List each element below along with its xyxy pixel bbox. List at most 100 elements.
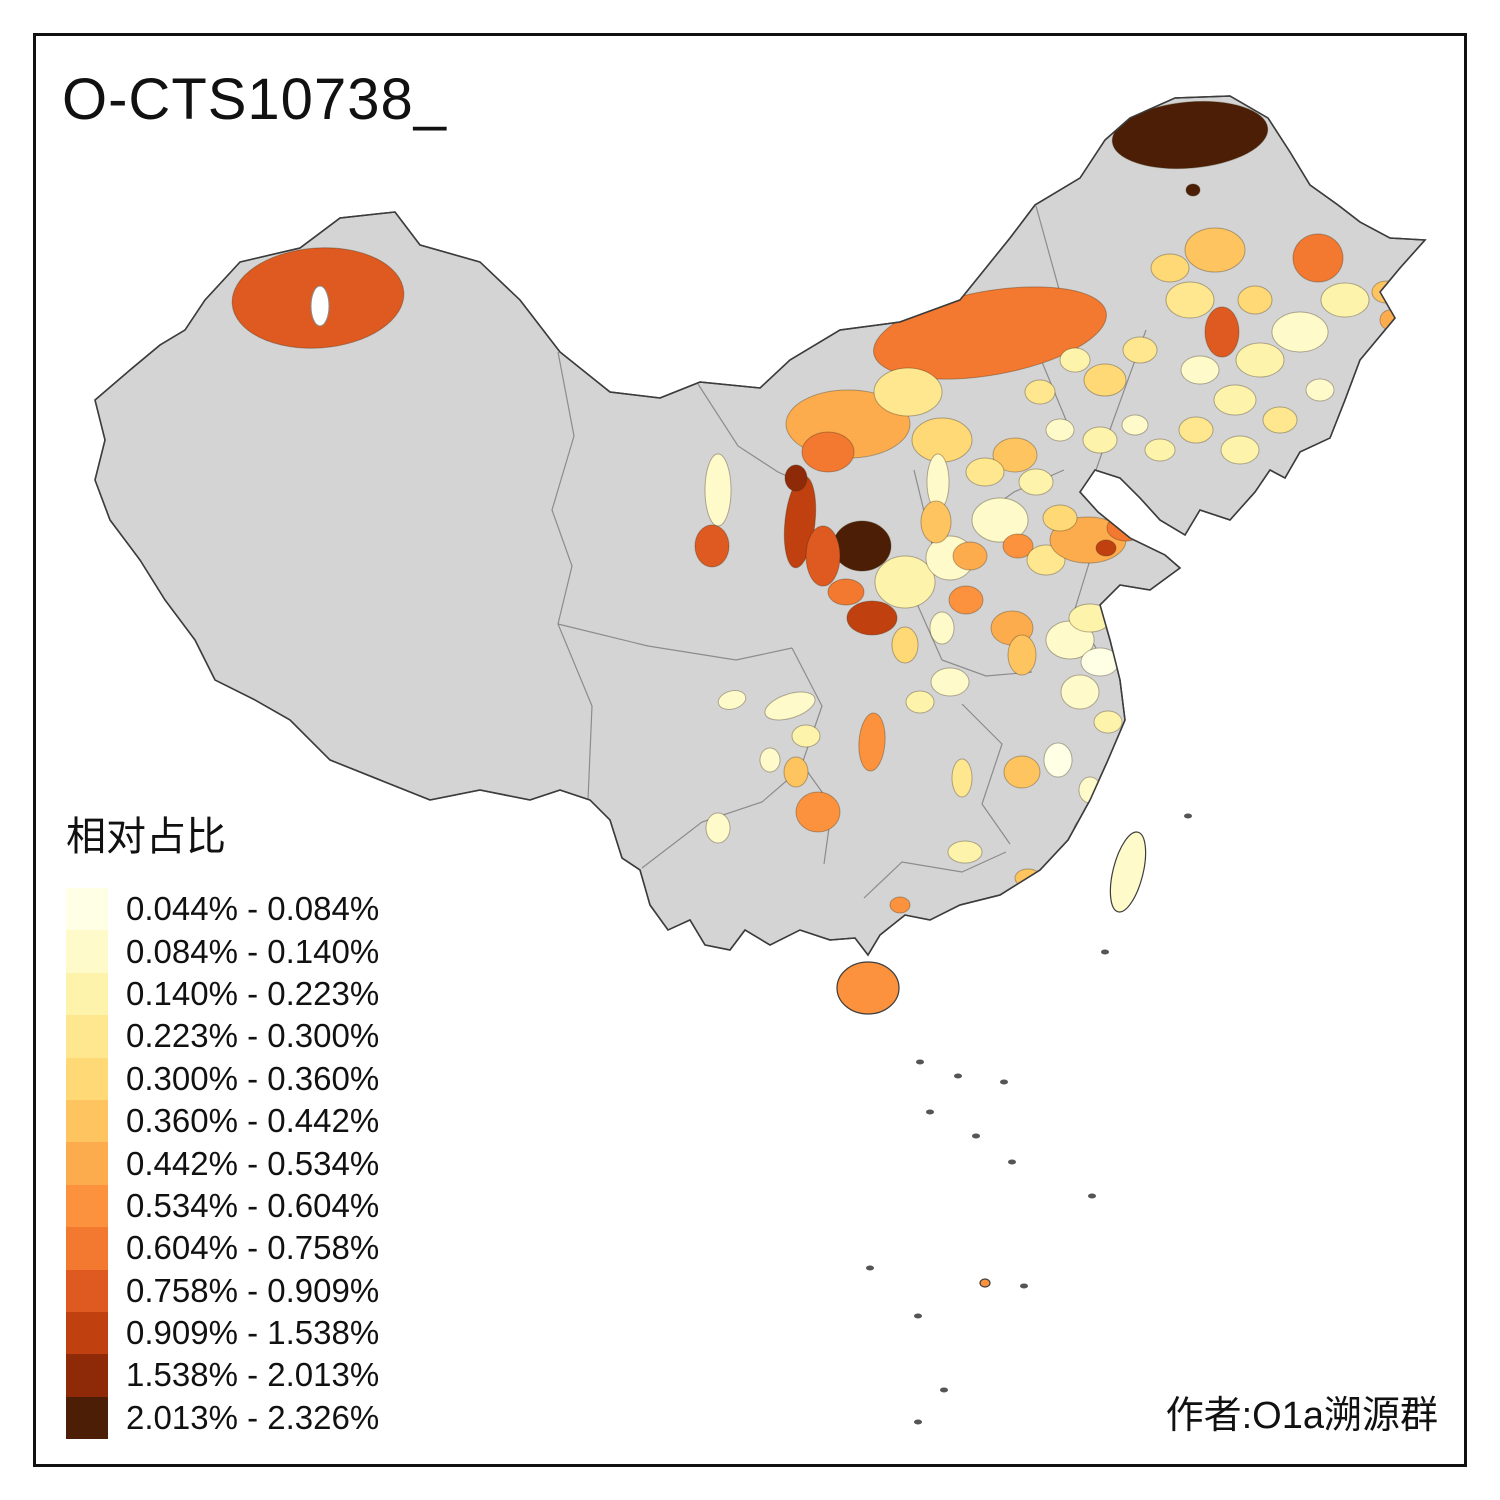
hainan-island [836,961,900,1015]
map-region [952,541,988,571]
legend-item: 0.300% - 0.360% [66,1057,379,1100]
map-region [1059,347,1091,373]
map-region [1083,363,1127,397]
legend-label: 2.013% - 2.326% [126,1398,380,1436]
legend-item: 0.758% - 0.909% [66,1269,379,1312]
taiwan-island [1109,831,1147,913]
map-region [1045,418,1075,442]
map-region [801,431,855,473]
map-region [791,724,821,748]
sea-islet-colored [979,1278,991,1288]
map-region [948,585,984,615]
legend-item: 0.140% - 0.223% [66,972,380,1016]
attribution: 作者:O1a溯源群 [1165,1395,1438,1437]
map-region [891,626,919,664]
map-region [805,525,841,587]
map-region [1379,309,1401,331]
sea-islet-mark [1020,1283,1028,1289]
map-region [1095,539,1117,557]
sea-islet-mark [914,1419,922,1425]
map-region [1106,514,1146,542]
map-region [971,497,1029,543]
legend-label: 0.140% - 0.223% [126,974,380,1012]
map-region [873,367,943,417]
map-region [704,453,732,527]
legend-label: 0.360% - 0.442% [126,1102,380,1140]
map-region [1018,468,1054,496]
map-region [965,457,1005,487]
sea-islet-mark [972,1133,980,1139]
map-region [1003,755,1041,789]
legend-item: 1.538% - 2.013% [66,1354,380,1397]
map-region [1060,674,1100,710]
map-region [1320,282,1370,318]
map-region [947,840,983,864]
map-region [1271,311,1329,353]
legend-items: 0.044% - 0.084% 0.084% - 0.140% 0.140% - 0… [66,888,380,1440]
map-region [1026,544,1066,576]
map-region [1144,438,1176,462]
legend-label: 0.442% - 0.534% [126,1144,380,1182]
map-region [1082,426,1118,454]
map-region [929,611,955,645]
legend-swatch [66,1227,108,1270]
map-region [1235,342,1285,378]
map-region [1204,306,1240,358]
legend-swatch [66,972,108,1016]
sea-islet-mark [1088,1193,1096,1199]
sea-islet-mark [914,1313,922,1319]
legend-item: 2.013% - 2.326% [66,1396,380,1440]
map-region [992,437,1038,473]
map-region [795,791,841,833]
legend-item: 0.534% - 0.604% [66,1184,380,1228]
map-region [717,690,747,710]
legend-label: 0.604% - 0.758% [126,1229,380,1267]
legend-swatch [66,930,108,973]
legend-swatch [66,1099,108,1143]
map-title: O-CTS10738_ [62,67,447,132]
map-region [920,500,952,544]
map-region [705,812,731,844]
sea-islet-mark [916,1059,924,1065]
map-region [784,464,808,492]
map-region [889,896,911,914]
map-region [846,600,898,636]
map-region [1042,504,1078,532]
sea-island-marks [866,813,1192,1425]
sea-islet-mark [1000,1079,1008,1085]
map-region [1111,100,1269,170]
legend-item: 0.223% - 0.300% [66,1015,380,1058]
map-region [1043,742,1073,778]
legend-label: 1.538% - 2.013% [126,1356,380,1394]
map-region [759,747,781,773]
sea-islet-mark [866,1265,874,1271]
legend-swatch [66,1269,108,1312]
map-region [1180,355,1220,385]
legend-item: 0.044% - 0.084% [66,888,379,931]
map-region [764,691,816,721]
sea-islet-mark [1184,813,1192,819]
map-region [1121,414,1149,436]
map-region [1165,281,1215,319]
map-region [827,578,865,606]
legend-label: 0.223% - 0.300% [126,1017,380,1055]
map-region [1150,253,1190,283]
map-region [858,712,886,772]
sea-islet-mark [954,1073,962,1079]
mainland-outline-stroke [94,95,1427,957]
legend-label: 0.534% - 0.604% [126,1186,380,1224]
legend-item: 0.604% - 0.758% [66,1227,380,1270]
map-region [832,520,892,572]
legend-swatch [66,888,108,931]
map-region [1262,406,1298,434]
sea-islet-mark [926,1109,934,1115]
legend-item: 0.084% - 0.140% [66,930,379,973]
legend-swatch [66,1311,108,1355]
map-region [874,555,936,609]
map-region [1068,603,1112,633]
sea-islet-mark [1101,949,1109,955]
map-region [905,690,935,714]
map-region [1237,285,1273,315]
